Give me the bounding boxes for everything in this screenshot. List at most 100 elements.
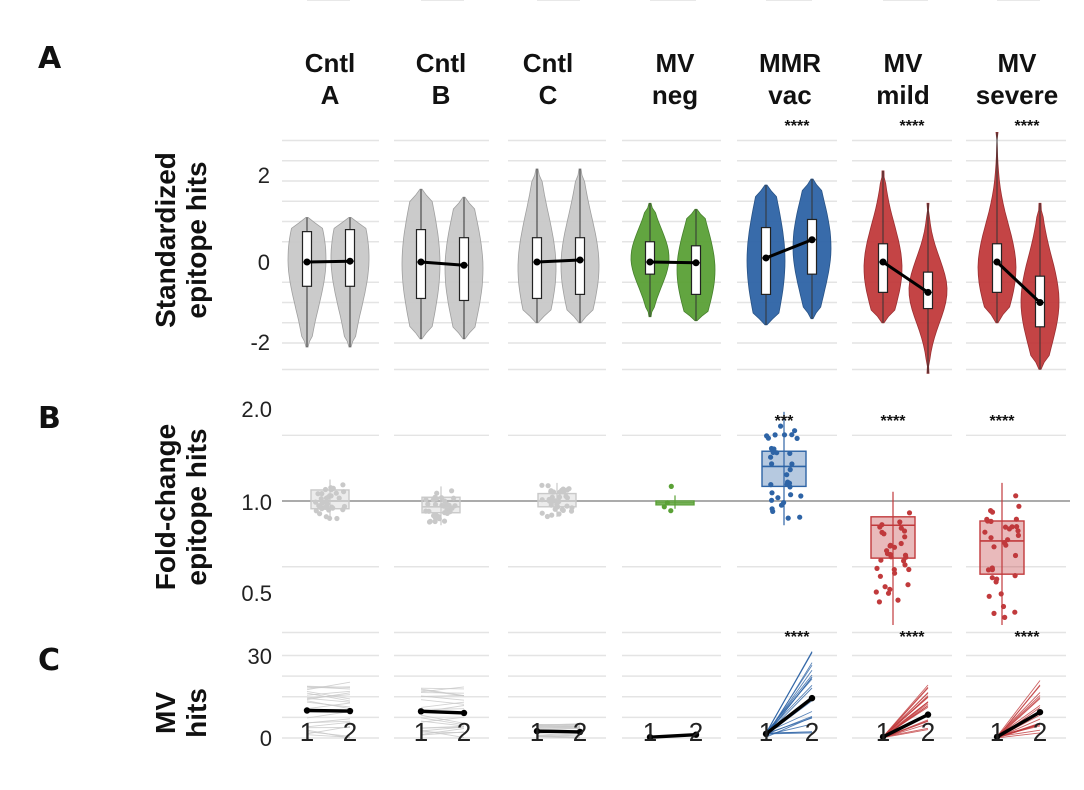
data-point [769, 490, 775, 496]
subject-line [536, 725, 581, 729]
panel-letter-b: B [38, 401, 61, 436]
data-point [559, 507, 565, 513]
mean-line [996, 710, 1041, 739]
data-point [315, 491, 321, 497]
x-tick-label: 2 [921, 717, 935, 747]
data-point [877, 573, 884, 579]
data-point [544, 513, 551, 520]
data-point [897, 519, 903, 525]
box [979, 520, 1025, 575]
data-point [564, 487, 570, 493]
data-point [798, 493, 804, 499]
mean-point [417, 708, 425, 715]
mean-point [646, 733, 654, 741]
data-point [769, 461, 775, 467]
subject-line [306, 701, 351, 708]
mark-layer [287, 0, 1060, 741]
x-tick-label: 2 [805, 717, 819, 747]
data-point [556, 494, 563, 500]
panel-letter-a: A [38, 41, 62, 76]
mean-line [882, 713, 929, 739]
violin-group [977, 0, 1060, 370]
y-axis-label-b-line2: epitope hits [181, 428, 212, 585]
y-tick-label: 1.0 [241, 490, 272, 515]
data-point [333, 490, 339, 496]
median-point [460, 261, 468, 269]
data-point [985, 567, 992, 573]
data-point [317, 511, 323, 517]
data-point [789, 461, 795, 467]
data-point [1014, 524, 1020, 530]
subject-line [420, 687, 465, 690]
fold-change-group [421, 486, 461, 526]
significance-marker: **** [900, 629, 926, 646]
median-point [576, 256, 584, 264]
x-tick-label: 1 [414, 717, 428, 747]
box [761, 450, 807, 488]
median-connector [995, 260, 1042, 304]
box [531, 237, 543, 300]
data-point [878, 557, 884, 563]
data-point [988, 535, 994, 541]
x-tick-label: 2 [573, 717, 587, 747]
data-point [994, 576, 1000, 582]
box [421, 496, 461, 514]
box [877, 243, 889, 293]
fold-change-group [870, 491, 916, 626]
subject-line [765, 731, 813, 735]
box [806, 218, 818, 275]
mean-point [460, 709, 468, 717]
data-point [986, 593, 992, 599]
box [458, 237, 470, 302]
data-point [902, 534, 908, 540]
y-axis-label-a-line2: epitope hits [181, 161, 212, 318]
data-point [789, 432, 795, 438]
data-point [982, 529, 988, 535]
data-point [319, 491, 325, 497]
mean-point [879, 733, 887, 741]
subject-line [420, 725, 465, 729]
significance-marker: **** [990, 413, 1016, 430]
subject-line [420, 720, 465, 727]
group-label-line2: C [539, 80, 558, 110]
subject-line [420, 716, 465, 723]
data-point [549, 512, 555, 518]
subject-line [420, 695, 465, 697]
subject-line [882, 687, 929, 738]
subject-line [306, 694, 351, 699]
data-point [1009, 524, 1015, 530]
group-label-line1: Cntl [305, 48, 356, 78]
mean-point [692, 731, 700, 738]
fold-change-group [979, 482, 1025, 626]
fold-change-group [655, 483, 695, 514]
data-point [989, 567, 996, 573]
box [870, 516, 916, 559]
mean-point [533, 727, 541, 735]
mean-line [306, 708, 351, 713]
data-point [874, 565, 880, 572]
data-point [1002, 524, 1009, 530]
data-point [898, 540, 904, 547]
data-point [434, 490, 440, 496]
subject-line [306, 697, 351, 703]
subject-line [882, 727, 929, 738]
mean-point [576, 728, 584, 736]
data-point [787, 467, 793, 473]
data-point [778, 423, 784, 429]
data-point [905, 582, 911, 588]
fold-change-group [310, 479, 350, 522]
subject-line [306, 718, 351, 724]
y-axis-label-c-line2: hits [181, 688, 212, 738]
data-point [539, 510, 545, 516]
subject-line [996, 732, 1041, 739]
data-point [1002, 614, 1008, 621]
data-point [1015, 532, 1022, 539]
median-point [303, 258, 311, 266]
data-point [768, 445, 775, 452]
subject-line [536, 736, 581, 739]
violin-group [287, 0, 370, 348]
data-point [765, 435, 772, 441]
x-tick-label: 1 [990, 717, 1004, 747]
box [574, 237, 586, 295]
subject-line [420, 728, 465, 735]
